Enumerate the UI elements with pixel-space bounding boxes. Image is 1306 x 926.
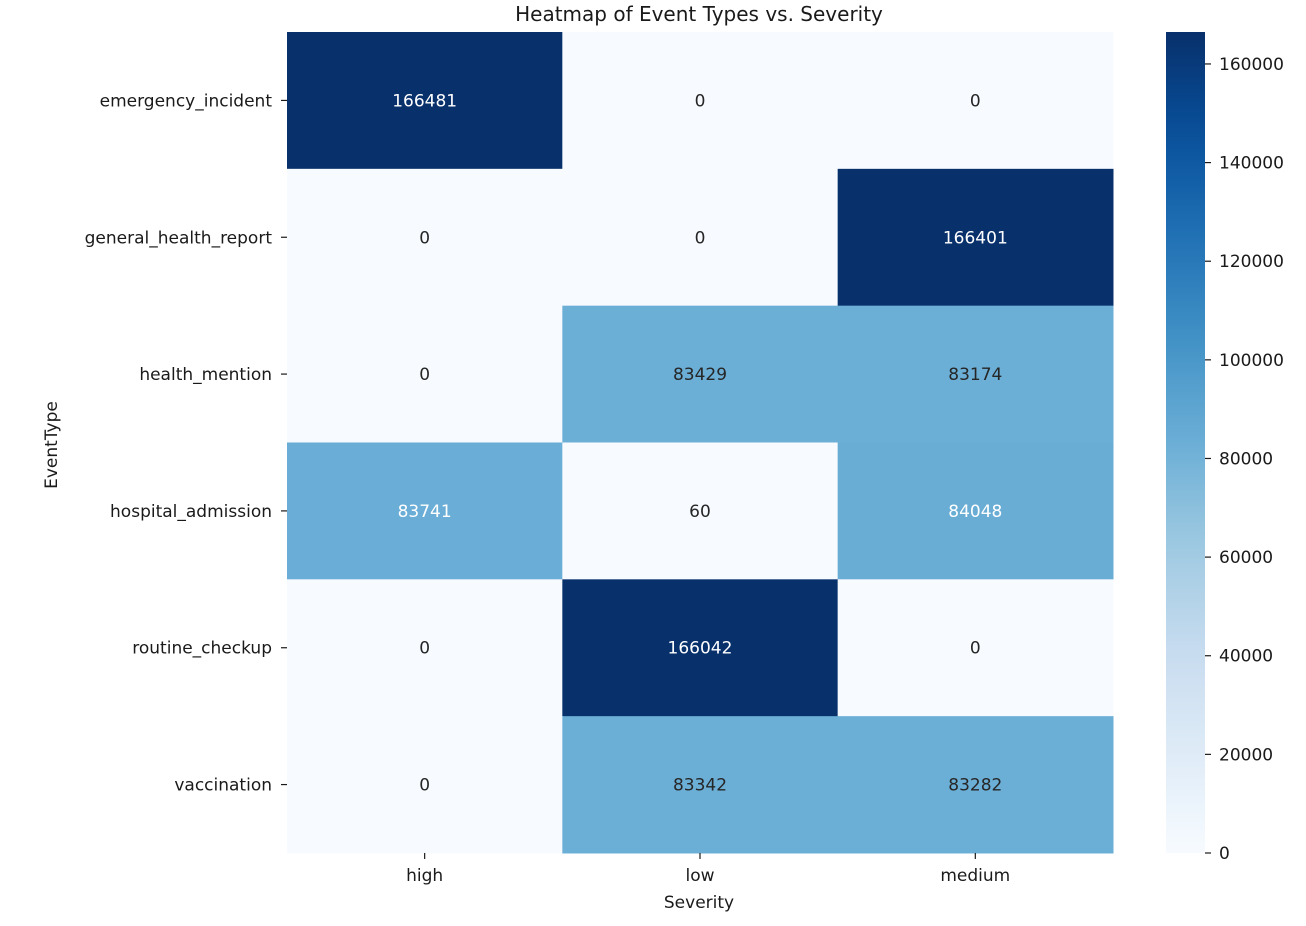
heatmap-cell <box>287 305 563 443</box>
colorbar-tick-label: 20000 <box>1219 745 1273 765</box>
colorbar-tick-label: 100000 <box>1219 351 1284 371</box>
heatmap-cell <box>837 579 1114 717</box>
cell-value-label: 0 <box>419 228 430 248</box>
colorbar-tick-label: 40000 <box>1219 647 1273 667</box>
colorbar-gradient <box>1166 32 1205 853</box>
cell-value-label: 83741 <box>398 502 452 522</box>
cell-value-label: 166401 <box>943 228 1008 248</box>
colorbar-tick-label: 60000 <box>1219 548 1273 568</box>
y-tick-label: routine_checkup <box>132 639 272 659</box>
heatmap-cell <box>562 442 839 580</box>
heatmap-cell <box>562 716 839 854</box>
cell-value-label: 83174 <box>948 365 1002 385</box>
heatmap-cell <box>562 579 839 717</box>
x-tick-label: high <box>406 866 443 886</box>
cell-value-label: 84048 <box>948 502 1002 522</box>
heatmap-cell <box>287 442 563 580</box>
cell-value-label: 0 <box>970 639 981 659</box>
y-axis-ticks: emergency_incident general_health_reporth… <box>85 91 287 796</box>
y-tick-label: emergency_incident <box>100 91 273 111</box>
y-axis-label: EventType <box>42 401 62 489</box>
heatmap-cell <box>837 716 1114 854</box>
cell-value-label: 0 <box>970 91 981 111</box>
colorbar-tick-label: 140000 <box>1219 154 1284 174</box>
colorbar: 0 20000 40000 60000 80000 100000 120000 140000 1… <box>1166 32 1284 864</box>
cell-value-label: 166042 <box>668 639 733 659</box>
heatmap-cell <box>287 579 563 717</box>
colorbar-tick-label: 160000 <box>1219 55 1284 75</box>
heatmap-cell <box>837 32 1114 170</box>
colorbar-tick-label: 120000 <box>1219 252 1284 272</box>
heatmap-cells <box>287 32 1114 854</box>
cell-value-label: 166481 <box>392 91 457 111</box>
colorbar-tick-label: 80000 <box>1219 449 1273 469</box>
heatmap-cell <box>562 32 839 170</box>
heatmap-cell <box>562 168 839 307</box>
y-tick-label: hospital_admission <box>110 502 272 522</box>
heatmap-cell <box>287 32 563 170</box>
cell-labels: 166481 0 0 0 0 166401 0 83429 83174 83741 60 84048 0… <box>392 91 1008 795</box>
x-axis-ticks: high low medium <box>406 852 1010 886</box>
heatmap-cell <box>837 168 1114 307</box>
x-axis-label: Severity <box>664 893 734 913</box>
colorbar-tick-label: 0 <box>1219 844 1230 864</box>
cell-value-label: 83342 <box>673 776 727 796</box>
heatmap-cell <box>287 716 563 854</box>
cell-value-label: 0 <box>419 639 430 659</box>
cell-value-label: 0 <box>419 776 430 796</box>
cell-value-label: 0 <box>419 365 430 385</box>
cell-value-label: 83429 <box>673 365 727 385</box>
heatmap-cell <box>562 305 839 443</box>
cell-value-label: 83282 <box>948 776 1002 796</box>
heatmap-cell <box>287 168 563 307</box>
cell-value-label: 0 <box>695 91 706 111</box>
cell-value-label: 60 <box>689 502 711 522</box>
chart-title: Heatmap of Event Types vs. Severity <box>515 2 883 26</box>
x-tick-label: medium <box>940 866 1010 886</box>
x-tick-label: low <box>685 866 714 886</box>
y-tick-label: health_mention <box>139 365 272 385</box>
y-tick-label: vaccination <box>174 776 272 796</box>
cell-value-label: 0 <box>695 228 706 248</box>
y-tick-label: general_health_report <box>85 228 273 248</box>
heatmap-cell <box>837 442 1114 580</box>
heatmap-cell <box>837 305 1114 443</box>
